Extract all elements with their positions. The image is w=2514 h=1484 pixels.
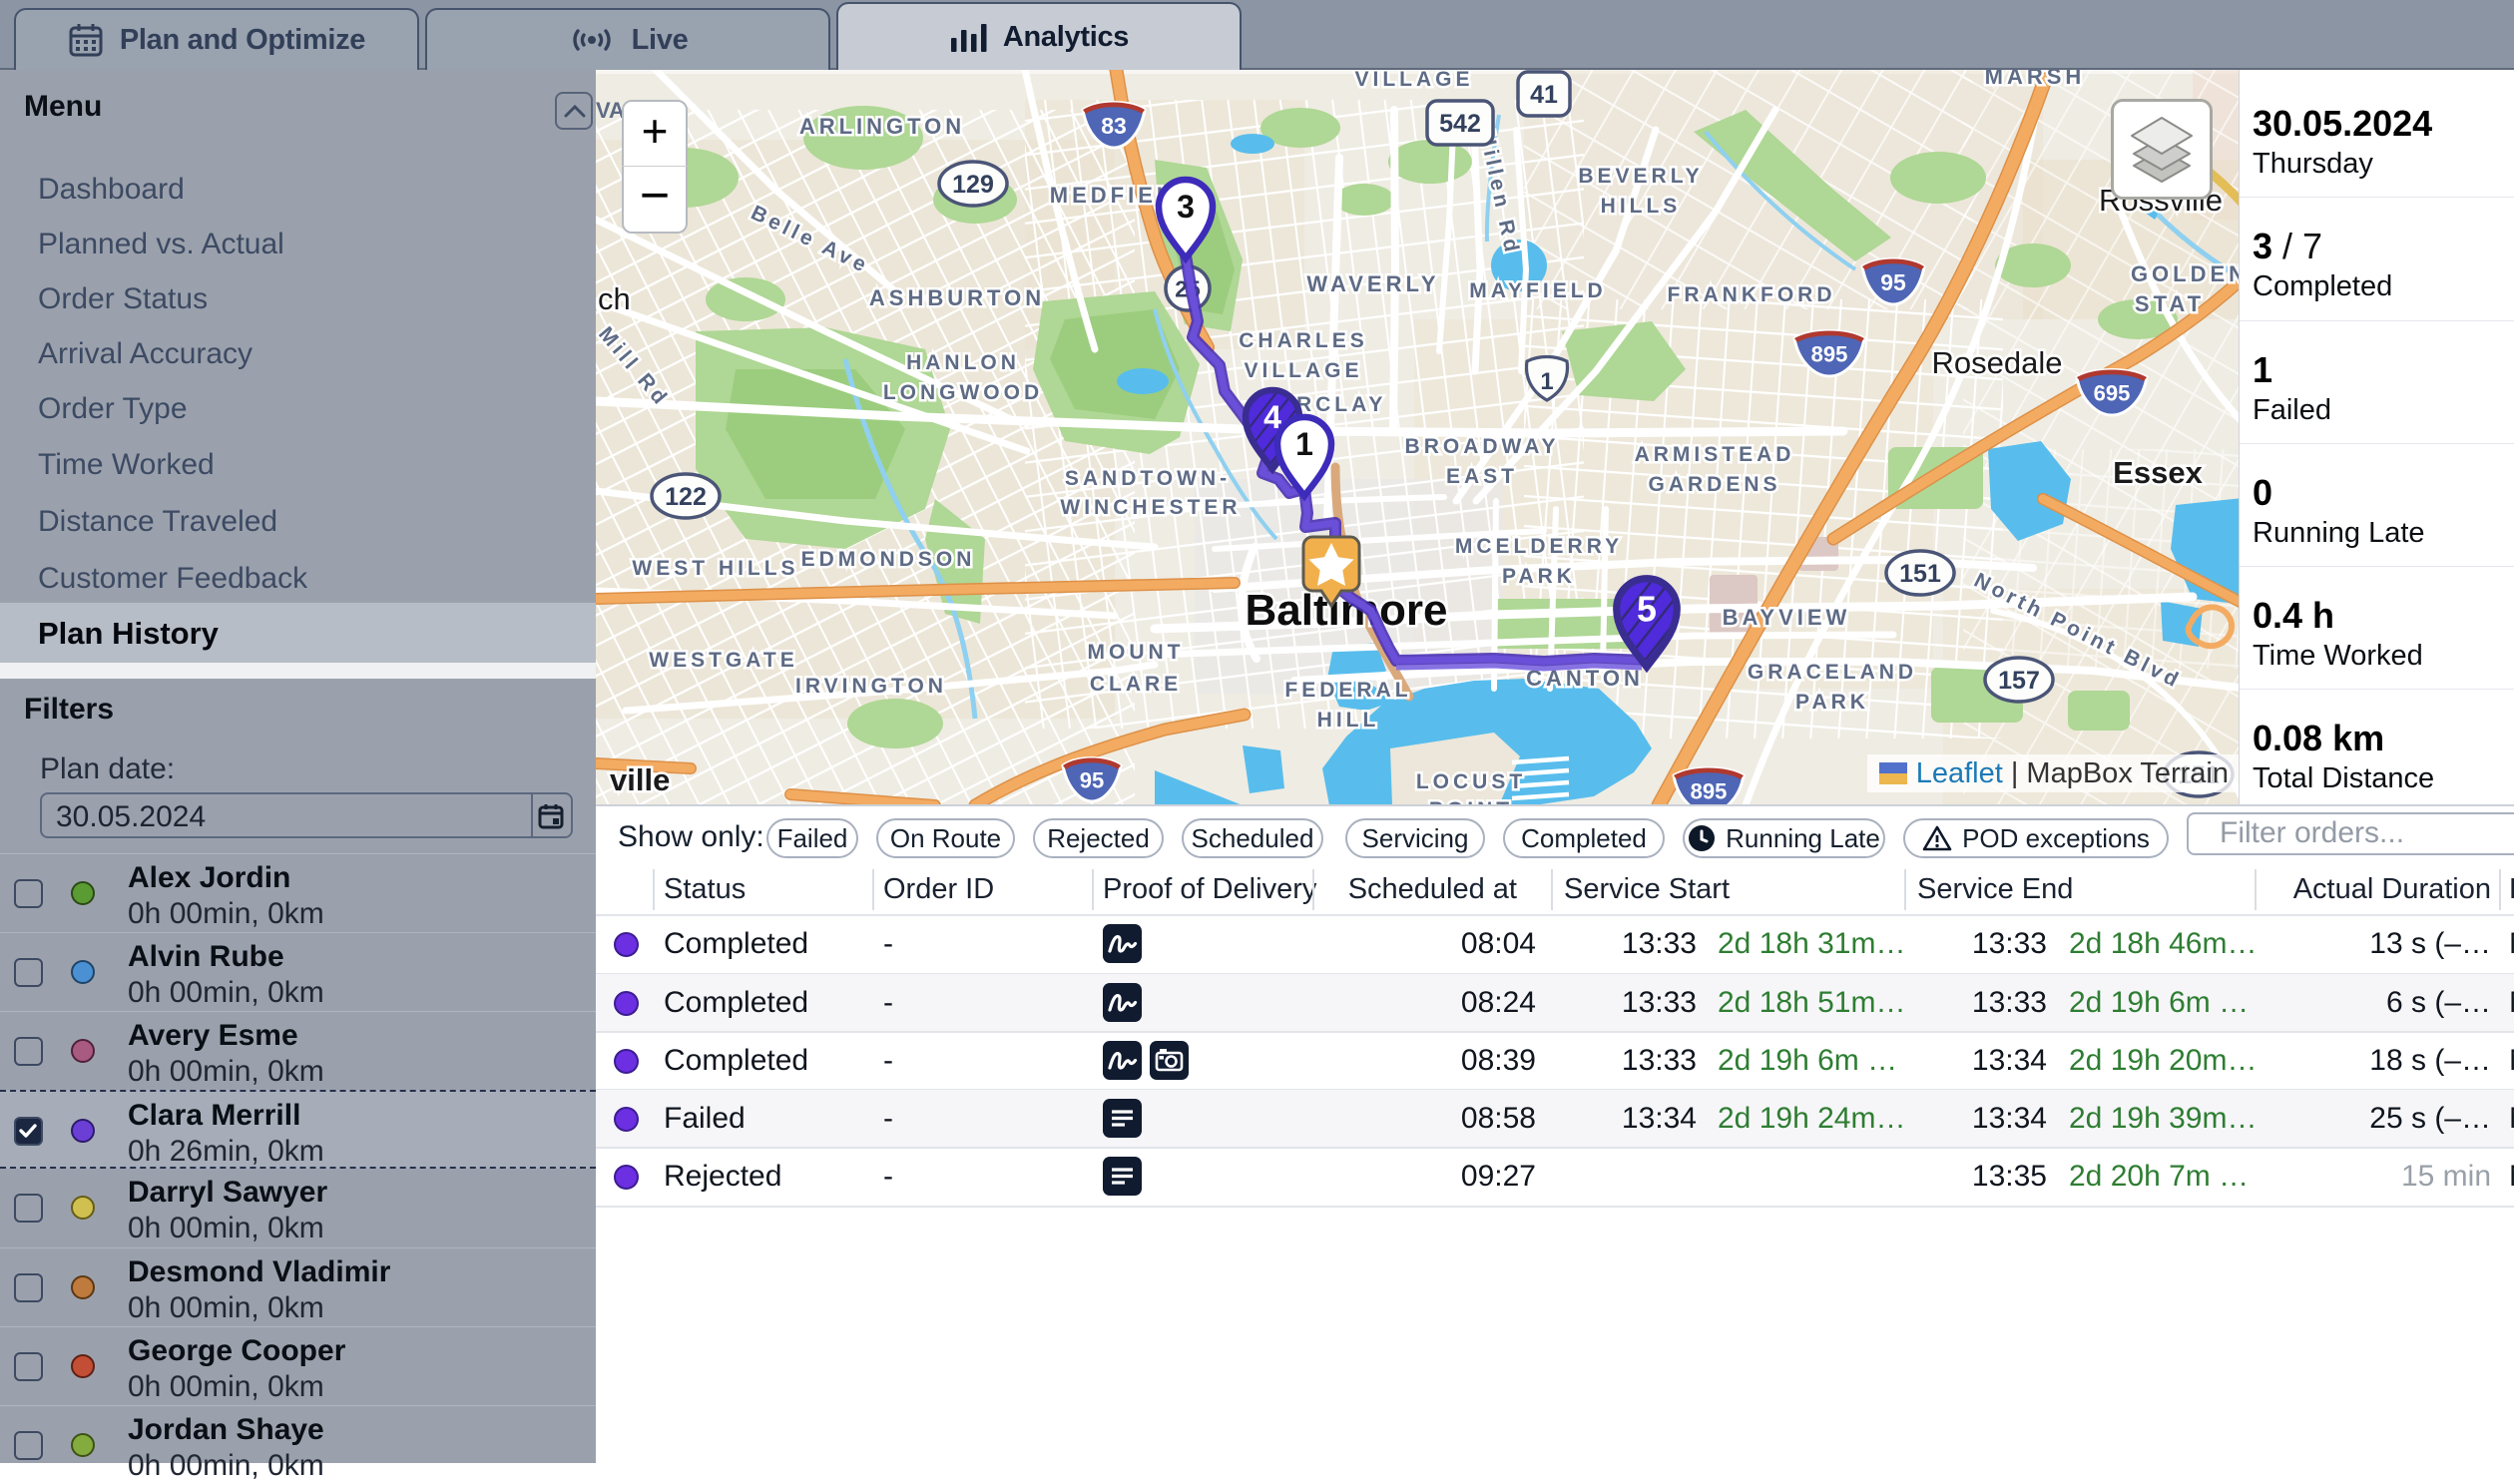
svg-text:ARLINGTON: ARLINGTON	[799, 114, 965, 139]
svg-text:HILLS: HILLS	[1601, 195, 1682, 218]
svg-text:4: 4	[1263, 399, 1281, 435]
svg-text:VILLAGE: VILLAGE	[1354, 70, 1473, 91]
svg-text:ARMISTEAD: ARMISTEAD	[1635, 443, 1795, 466]
svg-text:41: 41	[1530, 81, 1558, 109]
svg-text:VA: VA	[596, 98, 625, 123]
svg-text:HANLON: HANLON	[906, 351, 1020, 374]
svg-text:FRANKFORD: FRANKFORD	[1668, 283, 1836, 306]
svg-text:BAYVIEW: BAYVIEW	[1723, 605, 1851, 630]
svg-text:GARDENS: GARDENS	[1648, 473, 1780, 496]
svg-text:ASHBURTON: ASHBURTON	[869, 285, 1045, 310]
svg-text:ch: ch	[598, 281, 631, 316]
svg-text:VILLAGE: VILLAGE	[1244, 359, 1362, 382]
svg-text:WAVERLY: WAVERLY	[1306, 271, 1439, 296]
svg-text:3: 3	[1177, 189, 1195, 225]
svg-text:GRACELAND: GRACELAND	[1748, 661, 1917, 684]
svg-text:BEVERLY: BEVERLY	[1578, 165, 1703, 188]
svg-text:Essex: Essex	[2113, 455, 2203, 490]
svg-text:WEST HILLS: WEST HILLS	[632, 557, 798, 580]
svg-text:BROADWAY: BROADWAY	[1405, 435, 1560, 458]
svg-text:PARK: PARK	[1795, 691, 1869, 714]
svg-text:CHARLES: CHARLES	[1239, 329, 1368, 352]
svg-text:GOLDEN: GOLDEN	[2131, 261, 2249, 286]
svg-text:83: 83	[1101, 113, 1127, 139]
svg-text:EAST: EAST	[1446, 465, 1518, 488]
svg-text:IRVINGTON: IRVINGTON	[795, 675, 947, 698]
svg-text:MOUNT: MOUNT	[1088, 641, 1185, 664]
svg-text:Rosedale: Rosedale	[1932, 345, 2063, 380]
svg-text:SANDTOWN-: SANDTOWN-	[1065, 467, 1231, 490]
svg-text:WESTGATE: WESTGATE	[649, 649, 797, 672]
svg-text:95: 95	[1880, 269, 1906, 295]
svg-text:LONGWOOD: LONGWOOD	[883, 381, 1043, 404]
svg-text:POINT: POINT	[1429, 798, 1513, 805]
svg-text:5: 5	[1637, 589, 1657, 629]
svg-text:STAT: STAT	[2135, 291, 2205, 316]
svg-text:EDMONDSON: EDMONDSON	[801, 548, 976, 571]
svg-text:WINCHESTER: WINCHESTER	[1060, 496, 1241, 519]
svg-text:1: 1	[1295, 426, 1313, 462]
svg-text:151: 151	[1899, 560, 1941, 588]
svg-text:HILL: HILL	[1317, 709, 1380, 732]
svg-text:MARSH: MARSH	[1985, 70, 2086, 89]
svg-text:MAYFIELD: MAYFIELD	[1469, 279, 1606, 302]
svg-text:122: 122	[665, 483, 707, 511]
svg-text:ville: ville	[610, 762, 670, 797]
svg-text:695: 695	[2094, 380, 2131, 405]
svg-text:157: 157	[1998, 667, 2040, 695]
svg-text:542: 542	[1439, 110, 1481, 138]
svg-text:MCELDERRY: MCELDERRY	[1455, 535, 1623, 558]
svg-text:895: 895	[1811, 341, 1848, 366]
svg-text:FEDERAL: FEDERAL	[1284, 679, 1411, 702]
svg-text:LOCUST: LOCUST	[1416, 770, 1526, 793]
svg-text:CLARE: CLARE	[1090, 673, 1182, 696]
svg-text:129: 129	[952, 171, 994, 199]
svg-text:895: 895	[1691, 778, 1728, 803]
svg-text:Baltimore: Baltimore	[1246, 586, 1448, 635]
svg-text:PARK: PARK	[1502, 565, 1576, 588]
svg-text:1: 1	[1540, 368, 1553, 395]
svg-text:95: 95	[1080, 767, 1104, 792]
